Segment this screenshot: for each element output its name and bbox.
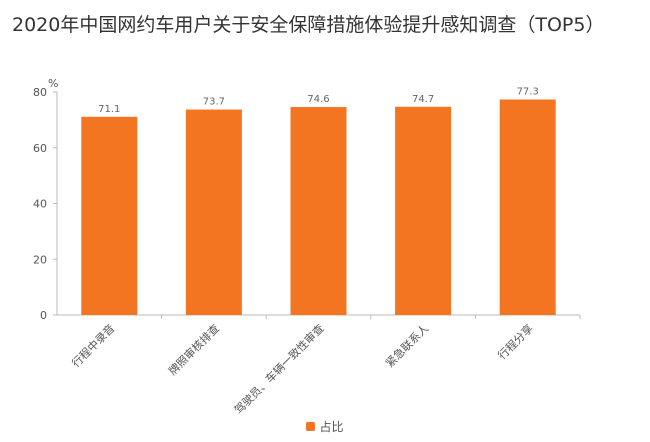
bar-value-label: 74.6 <box>307 94 329 105</box>
bar <box>290 107 347 316</box>
y-axis-unit-label: % <box>48 77 58 90</box>
bar-value-label: 73.7 <box>203 97 225 108</box>
bar <box>81 116 138 315</box>
x-tick-label: 行程中录音 <box>69 321 118 370</box>
y-tick-label: 0 <box>40 309 47 322</box>
y-tick-label: 60 <box>33 142 47 155</box>
bar <box>185 109 242 315</box>
bar-value-label: 77.3 <box>517 87 539 98</box>
legend-label: 占比 <box>319 420 344 434</box>
x-tick-label: 行程分享 <box>495 321 536 362</box>
legend: 占比 <box>0 418 650 435</box>
y-tick-label: 20 <box>33 253 47 266</box>
x-tick-label: 牌照审核排查 <box>165 321 222 378</box>
bar-value-label: 74.7 <box>412 94 434 105</box>
chart-title: 2020年中国网约车用户关于安全保障措施体验提升感知调查（TOP5） <box>12 14 605 36</box>
legend-swatch <box>306 422 316 431</box>
y-tick-label: 40 <box>33 198 47 211</box>
y-tick-label: 80 <box>33 86 47 99</box>
x-tick-label: 驾驶员、车辆一致性审查 <box>231 321 326 416</box>
bar-value-label: 71.1 <box>98 104 120 115</box>
bar <box>499 99 556 316</box>
bar <box>395 106 452 316</box>
x-tick-label: 紧急联系人 <box>382 321 431 370</box>
